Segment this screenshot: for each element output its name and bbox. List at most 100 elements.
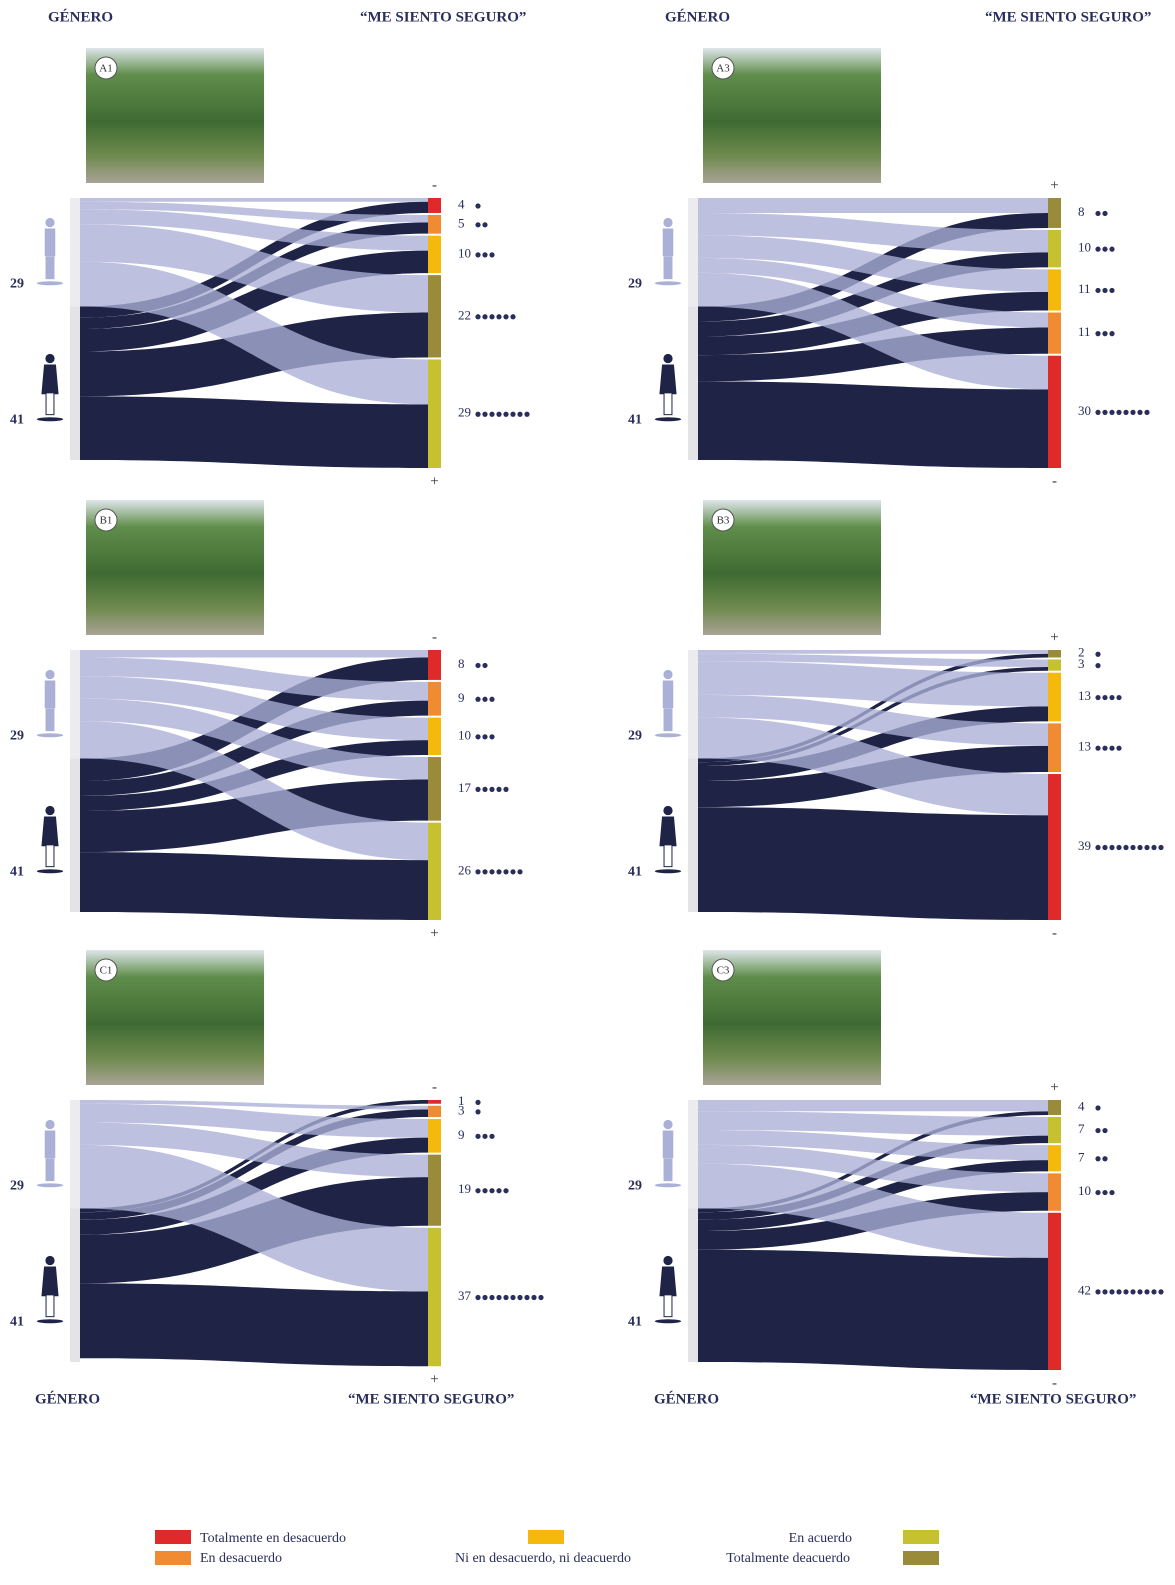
target-value: 26 — [458, 862, 472, 877]
people-icon — [1102, 1128, 1107, 1133]
figure-body — [659, 816, 676, 846]
target-value: 22 — [458, 307, 471, 322]
people-icon — [503, 1295, 508, 1300]
target-node — [1048, 774, 1061, 920]
target-node — [428, 757, 441, 821]
end-marker: - — [1052, 925, 1057, 941]
target-node — [1048, 1173, 1061, 1210]
people-icon — [496, 869, 501, 874]
people-icon — [489, 734, 494, 739]
target-node — [428, 1228, 441, 1366]
people-icon — [1095, 746, 1100, 751]
people-icon — [517, 412, 522, 417]
target-value: 10 — [1078, 240, 1091, 255]
target-value: 10 — [458, 245, 471, 260]
people-icon — [1144, 1289, 1149, 1294]
flow-men — [698, 650, 1048, 654]
target-value: 39 — [1078, 838, 1091, 853]
figure-shadow — [655, 869, 681, 873]
people-icon — [489, 697, 494, 702]
figure-shadow — [655, 281, 681, 285]
target-value: 9 — [458, 1127, 465, 1142]
people-icon — [1102, 288, 1107, 293]
target-value: 10 — [458, 727, 471, 742]
people-icon — [496, 1295, 501, 1300]
people-icon — [1102, 746, 1107, 751]
figure-legs — [46, 709, 54, 731]
target-value: 8 — [1078, 204, 1085, 219]
legend-swatch — [903, 1551, 939, 1565]
target-value: 11 — [1078, 324, 1091, 339]
people-icon — [489, 314, 494, 319]
people-icon — [475, 203, 480, 208]
source-node — [70, 1100, 80, 1209]
gender-figure — [655, 1120, 681, 1187]
flow-women — [80, 852, 428, 920]
people-icon — [1137, 410, 1142, 415]
people-icon — [496, 787, 501, 792]
source-node — [688, 1100, 698, 1209]
end-marker: - — [1052, 1375, 1057, 1391]
people-icon — [482, 412, 487, 417]
target-node — [428, 275, 441, 357]
people-icon — [482, 734, 487, 739]
figure-head — [663, 1120, 672, 1129]
people-icon — [503, 787, 508, 792]
gender-figure — [655, 1256, 681, 1323]
people-icon — [482, 1134, 487, 1139]
target-node — [1048, 1100, 1061, 1115]
flow-men — [698, 198, 1048, 213]
people-icon — [1109, 410, 1114, 415]
people-icon — [475, 869, 480, 874]
end-marker: + — [430, 925, 438, 941]
people-icon — [475, 1188, 480, 1193]
people-icon — [1116, 845, 1121, 850]
figure-body — [659, 1266, 676, 1296]
end-marker: - — [1052, 473, 1057, 489]
gender-figure — [655, 354, 681, 421]
people-icon — [1158, 1289, 1163, 1294]
axis-header: “ME SIENTO SEGURO” — [970, 1391, 1136, 1407]
axis-header: GÉNERO — [654, 1390, 719, 1407]
people-icon — [1102, 1289, 1107, 1294]
target-node — [428, 1100, 441, 1104]
target-value: 13 — [1078, 739, 1091, 754]
photo-label: A3 — [716, 63, 730, 75]
legend-swatch — [155, 1551, 191, 1565]
figure-legs — [664, 709, 672, 731]
people-icon — [1137, 1289, 1142, 1294]
people-icon — [475, 663, 480, 668]
people-icon — [1144, 845, 1149, 850]
figure-head — [45, 1256, 54, 1265]
end-marker: - — [432, 629, 437, 645]
people-icon — [496, 412, 501, 417]
people-icon — [1109, 1190, 1114, 1195]
target-node — [1048, 230, 1061, 267]
axis-header: “ME SIENTO SEGURO” — [360, 9, 526, 25]
axis-header: GÉNERO — [35, 1390, 100, 1407]
target-node — [1048, 723, 1061, 772]
target-value: 42 — [1078, 1282, 1091, 1297]
figure-head — [663, 1256, 672, 1265]
people-icon — [1095, 288, 1100, 293]
legend-label: En desacuerdo — [200, 1551, 282, 1566]
legend-label: Totalmente en desacuerdo — [200, 1531, 346, 1546]
people-icon — [1095, 1128, 1100, 1133]
figure-legs — [46, 1159, 54, 1181]
people-icon — [1109, 288, 1114, 293]
people-icon — [1102, 1190, 1107, 1195]
flow-women — [80, 1283, 428, 1366]
source-node — [688, 1209, 698, 1362]
target-node — [1048, 269, 1061, 310]
people-icon — [475, 252, 480, 257]
gender-figure — [655, 806, 681, 873]
figure-body — [41, 1266, 58, 1296]
figure-shadow — [655, 1319, 681, 1323]
target-node — [428, 1155, 441, 1226]
people-icon — [1116, 695, 1121, 700]
figure-head — [45, 1120, 54, 1129]
people-icon — [1095, 695, 1100, 700]
gender-figure — [655, 670, 681, 737]
end-marker: - — [432, 1079, 437, 1095]
target-value: 10 — [1078, 1183, 1091, 1198]
